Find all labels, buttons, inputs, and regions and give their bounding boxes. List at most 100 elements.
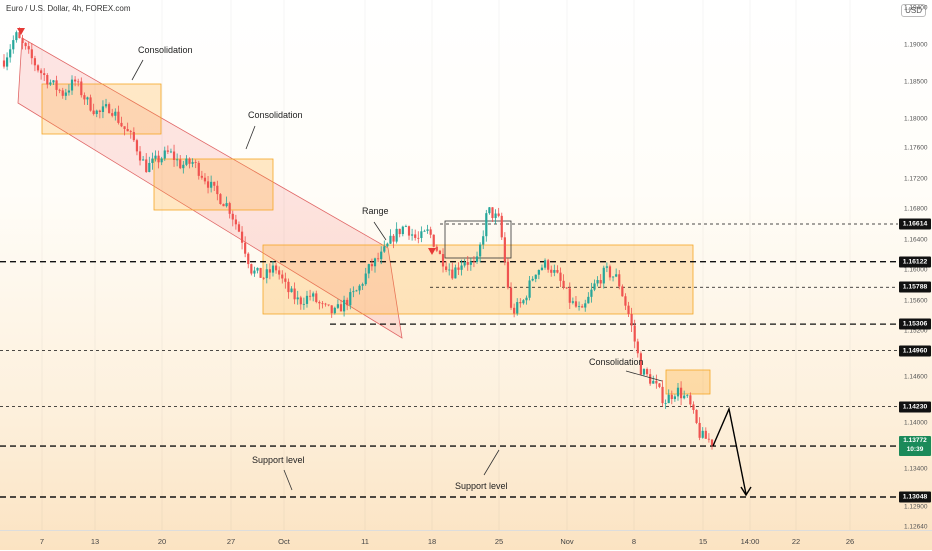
candle-body xyxy=(339,304,343,312)
price-tick-label: 1.18000 xyxy=(904,115,928,123)
candle-body xyxy=(290,288,293,293)
candle-body xyxy=(574,301,578,307)
candle-body xyxy=(373,258,377,267)
candle-body xyxy=(346,299,349,306)
candle-body xyxy=(271,265,275,273)
arrow-support-2 xyxy=(483,449,500,476)
candle-body xyxy=(46,75,49,85)
candle-body xyxy=(299,297,302,305)
candle-body xyxy=(655,380,658,384)
candle-body xyxy=(503,237,506,262)
candle-body xyxy=(627,305,630,315)
candle-body xyxy=(36,65,40,71)
time-axis[interactable]: 7 13 20 27 Oct 11 18 25 Nov 8 15 14:00 22 26 xyxy=(0,530,932,551)
candle-body xyxy=(710,439,714,446)
candle-body xyxy=(129,131,132,133)
candle-body xyxy=(414,234,417,238)
candle-body xyxy=(376,258,380,260)
candle-body xyxy=(679,387,683,399)
candle-body xyxy=(213,181,216,186)
candle-body xyxy=(370,264,374,267)
time-tick-label: 27 xyxy=(226,537,236,546)
candle-body xyxy=(157,155,160,163)
time-tick-label: 25 xyxy=(494,537,504,546)
candle-body xyxy=(305,295,309,304)
price-tick-label: 1.19400 xyxy=(904,4,928,12)
candle-body xyxy=(701,430,704,438)
candle-body xyxy=(312,293,315,297)
candle-body xyxy=(500,215,503,238)
projection-path xyxy=(712,406,747,495)
consolidation-box-3 xyxy=(665,369,711,395)
candle-body xyxy=(485,213,488,237)
candle-body xyxy=(231,213,234,220)
candle-body xyxy=(584,303,587,308)
arrow-consolidation-2 xyxy=(245,125,256,150)
candle-body xyxy=(216,185,219,195)
candle-body xyxy=(24,43,27,47)
projection-arrowhead xyxy=(740,486,752,497)
candle-body xyxy=(95,110,98,115)
time-tick-label: 15 xyxy=(698,537,708,546)
candle-body xyxy=(581,306,584,308)
price-tick-label: 1.15600 xyxy=(904,297,928,305)
candle-body xyxy=(590,289,593,297)
candle-body xyxy=(27,46,30,50)
candle-body xyxy=(553,270,556,273)
candle-body xyxy=(293,288,296,300)
candles xyxy=(2,27,714,450)
candle-body xyxy=(587,296,590,304)
candle-body xyxy=(194,162,197,163)
candle-body xyxy=(86,97,89,100)
arrow-support-1 xyxy=(283,469,293,491)
candle-body xyxy=(466,262,469,265)
current-price-value: 1.13772 xyxy=(903,437,927,444)
candle-body xyxy=(43,73,46,76)
currency-button[interactable]: USD xyxy=(901,4,926,17)
candle-body xyxy=(423,230,426,232)
candle-body xyxy=(253,270,256,274)
candle-body xyxy=(411,234,414,236)
candle-body xyxy=(9,49,12,58)
candle-body xyxy=(630,314,633,326)
candle-body xyxy=(383,246,386,252)
time-tick-label: 26 xyxy=(845,537,855,546)
candle-body xyxy=(652,380,655,384)
price-tick-label: 1.14000 xyxy=(904,419,928,427)
current-price-badge: 1.13772 10:39 xyxy=(899,436,931,456)
candle-body xyxy=(547,260,550,270)
candle-body xyxy=(537,270,540,275)
candle-body xyxy=(200,175,203,178)
sell-marker-icon xyxy=(428,248,436,255)
candle-body xyxy=(704,430,707,439)
time-tick-label: Oct xyxy=(278,537,290,546)
price-tick-label: 1.15200 xyxy=(904,327,928,335)
time-tick-label: 13 xyxy=(90,537,100,546)
price-tick-label: 1.16800 xyxy=(904,205,928,213)
candle-body xyxy=(479,244,482,257)
candle-body xyxy=(352,291,355,293)
candle-body xyxy=(448,269,451,271)
candle-body xyxy=(457,267,460,270)
candle-body xyxy=(451,269,454,279)
candle-body xyxy=(296,297,299,300)
candle-body xyxy=(114,111,117,116)
candle-body xyxy=(506,261,510,288)
candle-body xyxy=(596,280,599,284)
candle-body xyxy=(534,274,537,279)
candle-body xyxy=(509,287,513,308)
candle-body xyxy=(642,369,646,375)
candle-body xyxy=(407,226,411,236)
candle-body xyxy=(683,395,686,399)
candle-body xyxy=(488,207,491,214)
candle-body xyxy=(77,81,80,83)
candle-body xyxy=(302,303,305,305)
candle-body xyxy=(74,79,77,82)
candle-body xyxy=(692,404,695,410)
symbol-title[interactable]: Euro / U.S. Dollar, 4h, FOREX.com xyxy=(6,4,131,13)
candle-body xyxy=(315,293,318,302)
candle-body xyxy=(142,159,145,161)
candle-body xyxy=(111,113,114,116)
